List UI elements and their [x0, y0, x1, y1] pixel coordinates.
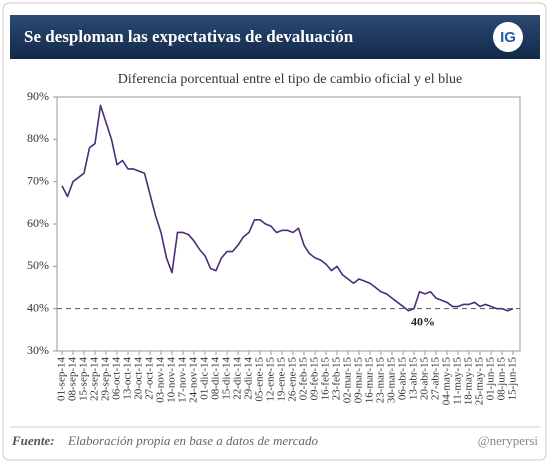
x-tick-label: 04-may-15: [441, 357, 453, 406]
x-tick-label: 22-dic-14: [232, 357, 244, 400]
logo: IG: [500, 29, 516, 46]
x-tick-label: 23-feb-15: [331, 357, 343, 401]
x-tick-label: 17-nov-14: [177, 357, 189, 403]
x-tick-label: 11-may-15: [452, 357, 464, 405]
x-tick-label: 23-mar-15: [375, 357, 387, 404]
x-tick-label: 27-abr-15: [430, 357, 442, 401]
x-tick-label: 03-nov-14: [155, 357, 167, 403]
x-tick-label: 16-mar-15: [364, 357, 376, 404]
x-tick-label: 02-mar-15: [342, 357, 354, 404]
y-tick-label: 60%: [27, 216, 49, 230]
x-tick-label: 05-ene-15: [254, 357, 266, 402]
x-tick-label: 29-dic-14: [243, 357, 255, 400]
x-tick-label: 01-sep-14: [56, 357, 68, 401]
header-bar: [10, 15, 540, 59]
credit: @nerypersi: [478, 433, 539, 448]
source-label: Fuente:: [11, 433, 55, 448]
x-tick-label: 08-jun-15: [496, 357, 508, 401]
header-title: Se desploman las expectativas de devalua…: [24, 27, 354, 46]
x-tick-label: 22-sep-14: [89, 357, 101, 401]
x-tick-label: 29-sep-14: [100, 357, 112, 401]
chart-title: Diferencia porcentual entre el tipo de c…: [118, 72, 462, 87]
x-tick-label: 27-oct-14: [144, 357, 156, 400]
x-tick-label: 13-oct-14: [122, 357, 134, 400]
y-tick-label: 40%: [27, 300, 49, 314]
x-tick-label: 15-dic-14: [221, 357, 233, 400]
x-tick-label: 24-nov-14: [188, 357, 200, 403]
x-tick-label: 13-abr-15: [408, 357, 420, 401]
x-tick-label: 15-sep-14: [78, 357, 90, 401]
x-tick-label: 08-sep-14: [67, 357, 79, 401]
y-tick-label: 80%: [27, 131, 49, 145]
x-tick-label: 19-ene-15: [276, 357, 288, 402]
data-line: [61, 104, 514, 312]
x-tick-label: 30-mar-15: [386, 357, 398, 404]
x-tick-label: 26-ene-15: [287, 357, 299, 402]
x-tick-label: 16-feb-15: [320, 357, 332, 401]
x-tick-label: 01-dic-14: [199, 357, 211, 400]
x-tick-label: 01-jun-15: [485, 357, 497, 401]
source: Elaboración propia en base a datos de me…: [67, 433, 318, 448]
y-tick-label: 90%: [27, 89, 49, 103]
y-tick-label: 50%: [27, 258, 49, 272]
x-tick-label: 02-feb-15: [298, 357, 310, 401]
x-tick-label: 06-oct-14: [111, 357, 123, 400]
frame: [2, 2, 547, 461]
x-tick-label: 15-jun-15: [507, 357, 519, 401]
x-tick-label: 10-nov-14: [166, 357, 178, 403]
x-tick-label: 18-may-15: [463, 357, 475, 406]
x-tick-label: 09-feb-15: [309, 357, 321, 401]
x-tick-label: 25-may-15: [474, 357, 486, 406]
x-tick-label: 20-abr-15: [419, 357, 431, 401]
x-tick-label: 09-mar-15: [353, 357, 365, 404]
y-tick-label: 70%: [27, 173, 49, 187]
x-tick-label: 08-dic-14: [210, 357, 222, 400]
reference-label: 40%: [411, 314, 435, 328]
x-tick-label: 06-abr-15: [397, 357, 409, 401]
x-tick-label: 20-oct-14: [133, 357, 145, 400]
y-tick-label: 30%: [27, 343, 49, 357]
logo-circle: [493, 22, 523, 52]
x-tick-label: 12-ene-15: [265, 357, 277, 402]
